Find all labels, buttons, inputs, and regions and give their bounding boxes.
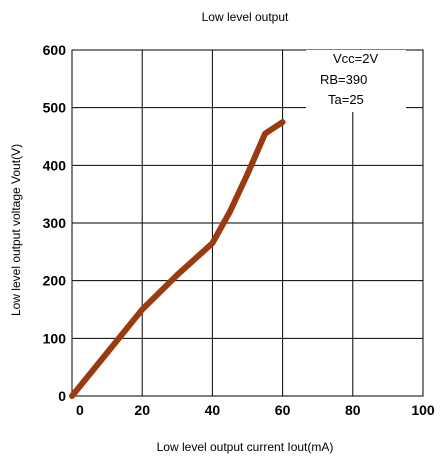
y-tick-label: 600 (43, 42, 67, 58)
x-tick-label: 80 (345, 402, 361, 418)
y-tick-label: 400 (43, 157, 67, 173)
series-layer (69, 119, 286, 399)
y-tick-label: 300 (43, 215, 67, 231)
y-tick-label: 0 (58, 388, 66, 404)
x-tick-label: 20 (134, 402, 150, 418)
x-tick-label: 40 (205, 402, 221, 418)
y-axis-label: Low level output voltage Vout(V) (9, 144, 23, 316)
x-tick-label: 0 (76, 402, 84, 418)
condition-vcc: Vcc=2V (333, 51, 378, 66)
chart-title: Low level output (202, 10, 289, 24)
grid (72, 50, 423, 396)
y-tick-label: 100 (43, 330, 67, 346)
y-tick-label: 200 (43, 273, 67, 289)
x-tick-label: 100 (411, 402, 435, 418)
x-tick-labels: 0 20 40 60 80 100 (76, 402, 435, 418)
y-tick-label: 500 (43, 100, 67, 116)
plot-frame (71, 49, 424, 397)
x-axis-label: Low level output current Iout(mA) (157, 440, 334, 454)
series-line (69, 119, 286, 399)
y-tick-labels: 0 100 200 300 400 500 600 (43, 42, 67, 404)
conditions-box (306, 50, 406, 112)
condition-rb: RB=390 (320, 72, 367, 87)
x-tick-label: 60 (275, 402, 291, 418)
condition-ta: Ta=25 (328, 92, 364, 107)
